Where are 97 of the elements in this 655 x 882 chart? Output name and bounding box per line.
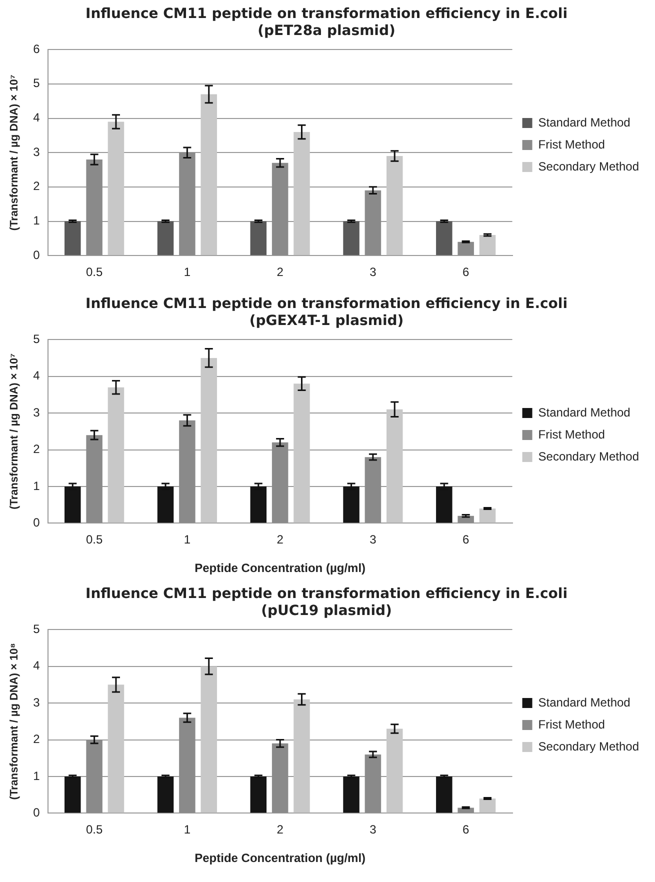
x-tick-label: 2 xyxy=(276,532,284,547)
bar xyxy=(64,776,81,813)
bar xyxy=(157,221,174,256)
y-tick-label: 2 xyxy=(33,179,40,194)
bar xyxy=(200,94,217,256)
legend-label: Frist Method xyxy=(538,717,605,732)
chart-title: Influence CM11 peptide on transformation efficiency in E.coli xyxy=(85,296,568,312)
bar xyxy=(294,384,310,523)
x-tick-label: 0.5 xyxy=(86,265,103,280)
bar xyxy=(179,420,196,523)
bar xyxy=(64,486,81,523)
y-tick-label: 2 xyxy=(33,732,40,746)
bar xyxy=(200,666,217,813)
legend-label: Standard Method xyxy=(538,115,630,130)
x-axis-title: Peptide Concentration (µg/ml) xyxy=(194,851,366,866)
legend-label: Standard Method xyxy=(538,695,630,710)
x-tick-label: 3 xyxy=(370,532,377,547)
bar xyxy=(86,435,102,523)
bar xyxy=(272,162,288,256)
bar xyxy=(386,156,403,256)
legend-label: Frist Method xyxy=(538,137,605,152)
legend-label: Secondary Method xyxy=(538,159,640,174)
bar xyxy=(386,728,403,813)
y-tick-label: 4 xyxy=(33,110,40,125)
bar xyxy=(386,409,403,523)
y-tick-label: 5 xyxy=(33,76,40,90)
bar xyxy=(479,508,496,523)
y-tick-label: 5 xyxy=(33,622,40,636)
x-tick-label: 1 xyxy=(184,265,191,280)
bar xyxy=(250,221,267,256)
bar xyxy=(157,486,174,523)
bar xyxy=(294,132,310,256)
bar xyxy=(364,457,382,523)
x-tick-label: 3 xyxy=(370,265,377,280)
legend-label: Secondary Method xyxy=(538,739,640,754)
y-tick-label: 0 xyxy=(33,248,40,262)
y-tick-label: 0 xyxy=(33,516,40,530)
bar xyxy=(108,122,124,256)
bar xyxy=(272,743,288,813)
y-tick-label: 1 xyxy=(33,768,40,783)
bar xyxy=(436,486,452,523)
y-tick-label: 1 xyxy=(33,214,40,228)
chart-subtitle: (pUC19 plasmid) xyxy=(261,602,392,619)
x-tick-label: 2 xyxy=(276,822,284,837)
chart-title: Influence CM11 peptide on transformation efficiency in E.coli xyxy=(85,586,568,602)
bar xyxy=(364,754,382,813)
legend-label: Standard Method xyxy=(538,405,630,420)
y-tick-label: 4 xyxy=(33,658,40,673)
bar xyxy=(436,776,452,813)
x-tick-label: 3 xyxy=(370,822,377,837)
bar xyxy=(250,776,267,813)
x-axis-title: Peptide Concentration (µg/ml) xyxy=(194,561,366,576)
chart-subtitle: (pGEX4T-1 plasmid) xyxy=(249,312,404,329)
x-tick-label: 6 xyxy=(462,822,470,837)
y-tick-label: 3 xyxy=(33,405,40,420)
chart-subtitle: (pET28a plasmid) xyxy=(258,22,396,39)
bar xyxy=(343,221,360,256)
y-tick-label: 4 xyxy=(33,368,40,383)
bar xyxy=(479,798,496,813)
bar xyxy=(86,159,102,256)
bar xyxy=(179,718,196,813)
bar xyxy=(343,486,360,523)
bar xyxy=(458,242,474,256)
bar xyxy=(364,190,382,256)
bar xyxy=(294,699,310,813)
x-tick-label: 0.5 xyxy=(86,532,103,547)
bar xyxy=(64,221,81,256)
bar xyxy=(436,221,452,256)
bar xyxy=(250,486,267,523)
bar xyxy=(108,387,124,523)
x-tick-label: 1 xyxy=(184,532,191,547)
x-tick-label: 0.5 xyxy=(86,822,103,837)
y-tick-label: 3 xyxy=(33,144,40,159)
legend-label: Frist Method xyxy=(538,427,605,442)
bar xyxy=(179,152,196,256)
bar xyxy=(479,235,496,256)
y-axis-title: (Transformant / µg DNA) × 10⁸ xyxy=(8,643,21,800)
bar xyxy=(86,740,102,813)
bar xyxy=(108,684,124,813)
y-tick-label: 0 xyxy=(33,806,40,820)
y-tick-label: 2 xyxy=(33,442,40,456)
x-tick-label: 1 xyxy=(184,822,191,837)
legend-label: Secondary Method xyxy=(538,449,640,464)
x-tick-label: 6 xyxy=(462,265,470,280)
bar xyxy=(343,776,360,813)
y-axis-title: (Transformant / µg DNA) × 10⁷ xyxy=(8,74,21,231)
x-tick-label: 6 xyxy=(462,532,470,547)
y-tick-label: 6 xyxy=(33,42,40,56)
bar xyxy=(157,776,174,813)
bar xyxy=(200,358,217,523)
bar xyxy=(272,442,288,523)
chart-title: Influence CM11 peptide on transformation efficiency in E.coli xyxy=(85,6,568,22)
y-tick-label: 1 xyxy=(33,478,40,493)
y-tick-label: 3 xyxy=(33,695,40,710)
y-tick-label: 5 xyxy=(33,332,40,346)
x-tick-label: 2 xyxy=(276,265,284,280)
y-axis-title: (Transformant / µg DNA) × 10⁷ xyxy=(8,352,21,510)
